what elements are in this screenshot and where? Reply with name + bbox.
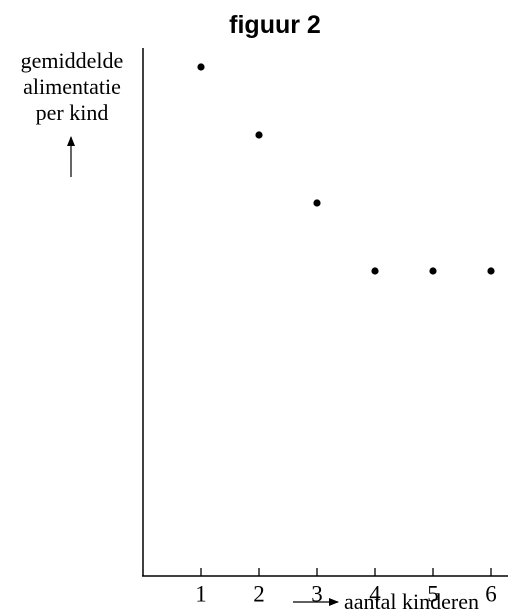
data-point xyxy=(255,131,263,139)
data-point xyxy=(487,267,495,275)
y-axis-label-line-3: per kind xyxy=(36,100,109,125)
x-tick-label: 2 xyxy=(253,582,265,607)
x-tick-label: 4 xyxy=(369,582,381,607)
data-points xyxy=(197,63,495,275)
chart-title: figuur 2 xyxy=(229,11,321,39)
x-tick-label: 6 xyxy=(485,582,497,607)
y-axis-label-line-1: gemiddelde xyxy=(21,48,124,73)
data-point xyxy=(429,267,437,275)
y-axis-label-line-2: alimentatie xyxy=(23,74,121,99)
x-tick-label: 1 xyxy=(195,582,207,607)
data-point xyxy=(197,63,205,71)
x-tick-label: 3 xyxy=(311,582,323,607)
x-axis-ticks: 1 2 3 4 5 6 xyxy=(195,568,497,607)
data-point xyxy=(313,199,321,207)
x-axis-label: aantal kinderen xyxy=(344,589,479,613)
data-point xyxy=(371,267,379,275)
x-tick-label: 5 xyxy=(427,582,439,607)
